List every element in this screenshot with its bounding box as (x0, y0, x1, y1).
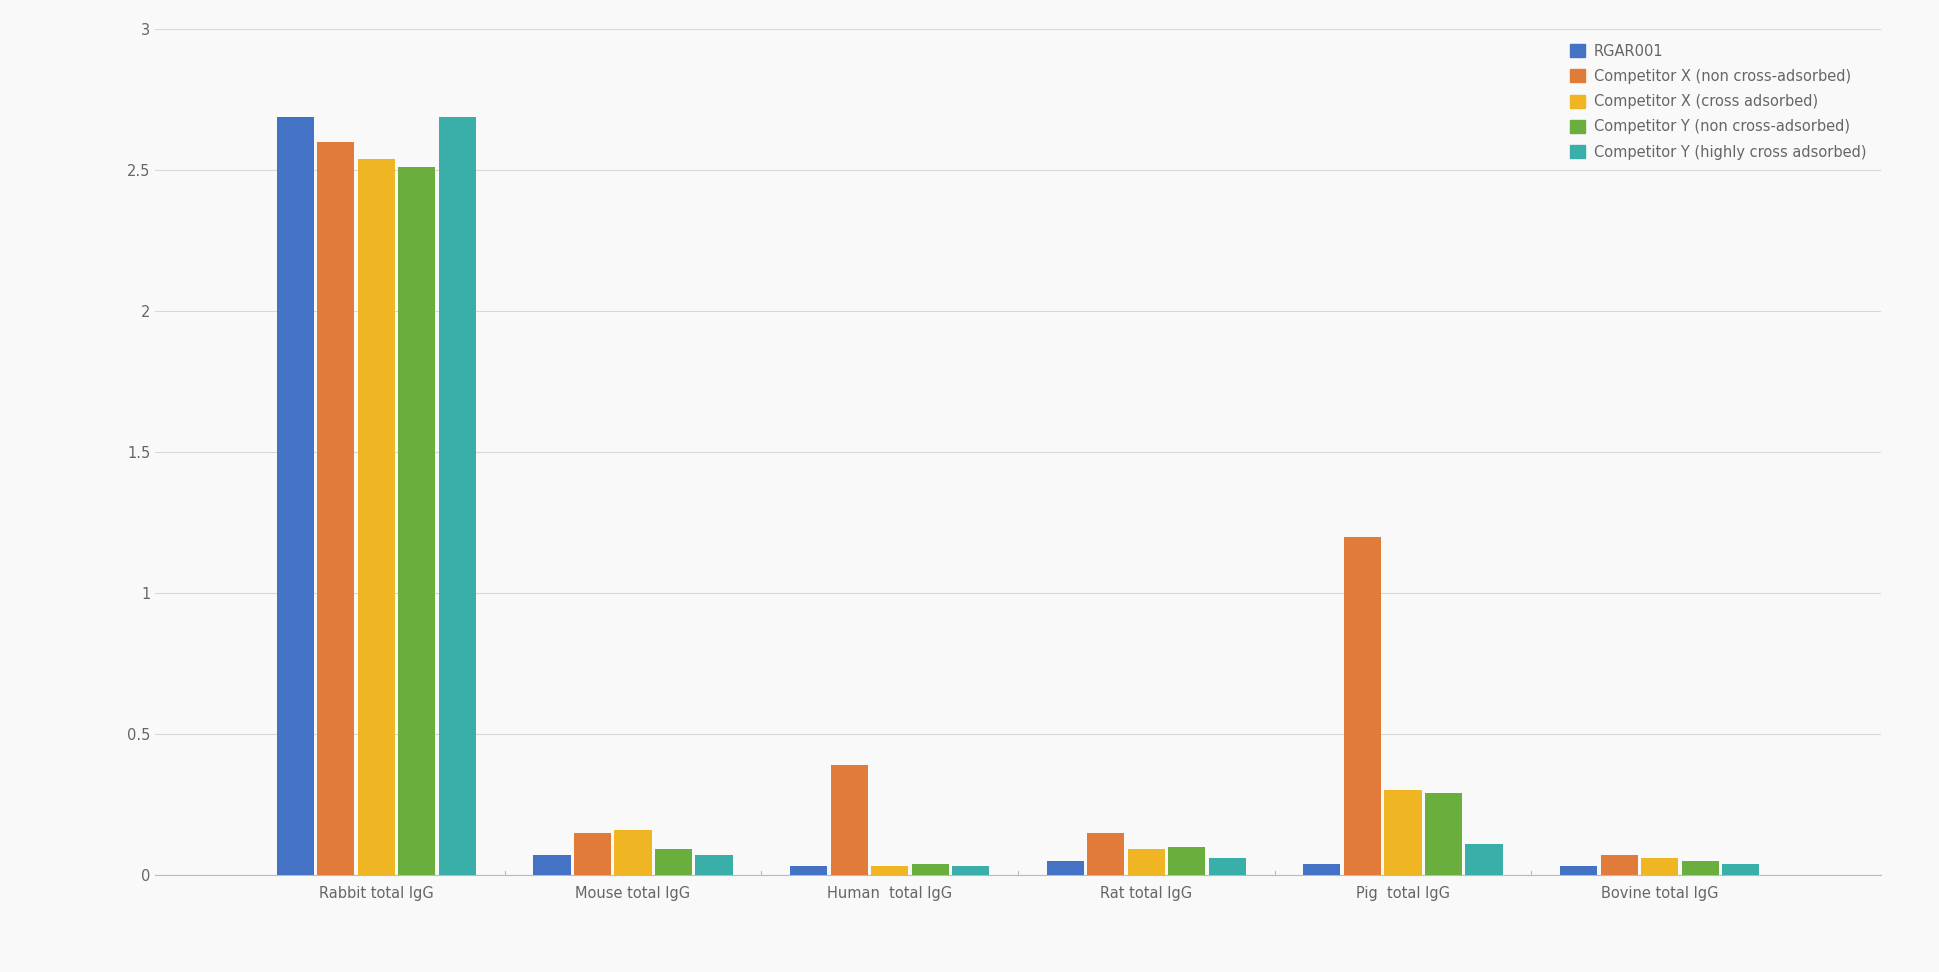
Bar (1384, 790, 1421, 875)
Bar (397, 167, 436, 875)
Bar (1640, 858, 1677, 875)
Bar (1681, 861, 1718, 875)
Bar (1344, 537, 1381, 875)
Bar (655, 850, 692, 875)
Bar (1600, 855, 1638, 875)
Bar (696, 855, 733, 875)
Bar (1128, 850, 1165, 875)
Bar (615, 830, 652, 875)
Bar (318, 142, 355, 875)
Bar (830, 765, 867, 875)
Bar (438, 117, 475, 875)
Bar (871, 866, 907, 875)
Bar (1466, 844, 1503, 875)
Bar (1425, 793, 1462, 875)
Bar (574, 832, 611, 875)
Bar (1303, 863, 1340, 875)
Bar (1208, 858, 1247, 875)
Bar (1561, 866, 1598, 875)
Bar (911, 863, 948, 875)
Bar (1722, 863, 1759, 875)
Bar (1169, 847, 1206, 875)
Bar (789, 866, 828, 875)
Legend: RGAR001, Competitor X (non cross-adsorbed), Competitor X (cross adsorbed), Compe: RGAR001, Competitor X (non cross-adsorbe… (1563, 37, 1873, 167)
Bar (1047, 861, 1084, 875)
Bar (277, 117, 314, 875)
Bar (952, 866, 989, 875)
Bar (1088, 832, 1125, 875)
Bar (359, 158, 396, 875)
Bar (533, 855, 570, 875)
